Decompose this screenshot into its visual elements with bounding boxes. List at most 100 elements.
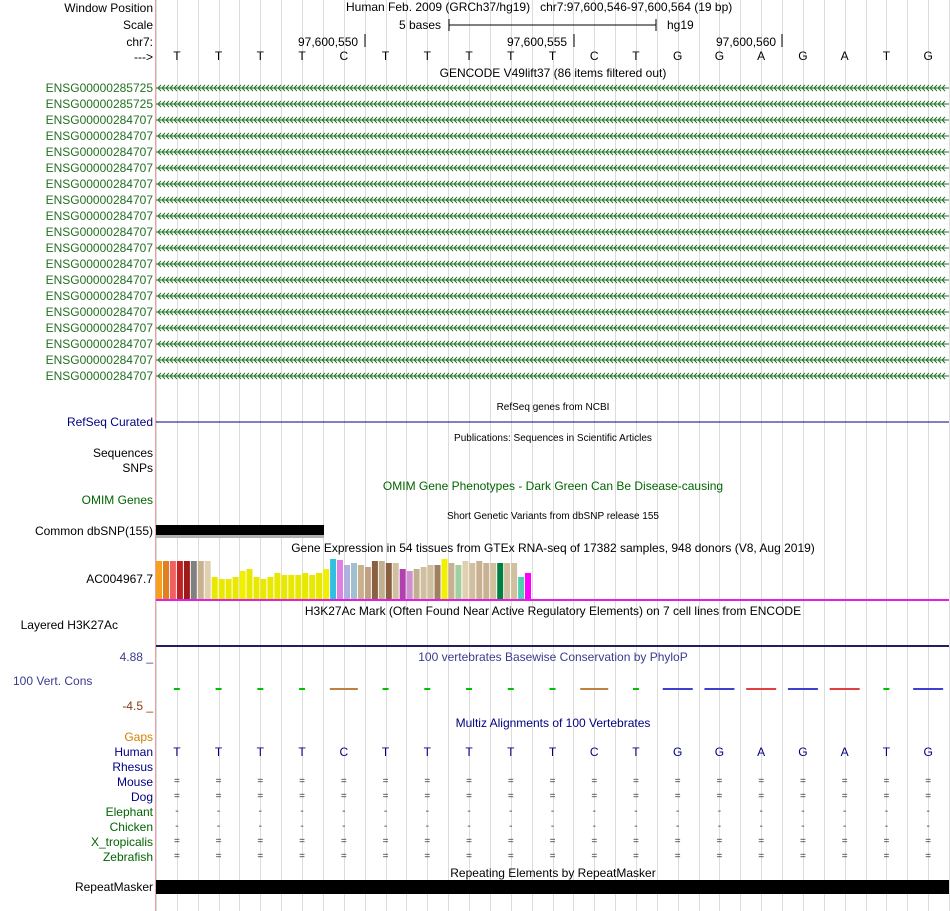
gencode-item-label[interactable]: ENSG00000284707 bbox=[45, 161, 153, 175]
gtex-tissue-bar bbox=[420, 567, 427, 599]
multiz-species-label[interactable]: Dog bbox=[130, 790, 153, 804]
conservation-score-mark bbox=[424, 688, 431, 690]
gtex-tissue-bar bbox=[364, 567, 371, 599]
multiz-gap-mark: - bbox=[926, 821, 930, 832]
multiz-match-mark: = bbox=[466, 836, 472, 847]
conservation-score-mark bbox=[704, 688, 735, 690]
multiz-match-mark: = bbox=[841, 851, 848, 862]
gtex-tissue-bar bbox=[225, 579, 232, 599]
publications-sequences-label[interactable]: Sequences bbox=[92, 446, 153, 460]
base-letter: T bbox=[381, 49, 390, 63]
gencode-item-label[interactable]: ENSG00000284707 bbox=[45, 241, 153, 255]
gencode-item-label[interactable]: ENSG00000284707 bbox=[45, 305, 153, 319]
multiz-match-mark: = bbox=[591, 851, 598, 862]
gencode-item-label[interactable]: ENSG00000284707 bbox=[45, 225, 153, 239]
multiz-match-mark: = bbox=[883, 851, 890, 862]
multiz-match-mark: = bbox=[758, 791, 765, 802]
gencode-item-label[interactable]: ENSG00000284707 bbox=[45, 369, 153, 383]
gencode-item-label[interactable]: ENSG00000284707 bbox=[45, 193, 153, 207]
gencode-item-label[interactable]: ENSG00000284707 bbox=[45, 289, 153, 303]
grid-line bbox=[344, 0, 345, 911]
gencode-strand-arrows bbox=[157, 260, 946, 268]
multiz-match-mark: = bbox=[299, 836, 305, 847]
gtex-tissue-bar bbox=[267, 577, 274, 599]
multiz-species-label[interactable]: Mouse bbox=[116, 775, 153, 789]
multiz-gap-mark: - bbox=[216, 806, 221, 817]
publications-snps-label[interactable]: SNPs bbox=[122, 461, 153, 475]
multiz-gap-mark: - bbox=[425, 821, 429, 832]
grid-line bbox=[636, 0, 637, 911]
gencode-item-label[interactable]: ENSG00000284707 bbox=[45, 145, 153, 159]
coord-tick-label: 97,600,555 bbox=[507, 35, 568, 49]
multiz-match-mark: = bbox=[591, 836, 598, 847]
multiz-gap-mark: - bbox=[550, 821, 555, 832]
position-readout: chr7:97,600,546-97,600,564 (19 bp) bbox=[540, 0, 733, 14]
multiz-match-mark: = bbox=[173, 791, 180, 802]
gencode-item-label[interactable]: ENSG00000284707 bbox=[45, 321, 153, 335]
multiz-human-base: G bbox=[714, 745, 725, 759]
gencode-item-label[interactable]: ENSG00000284707 bbox=[45, 273, 153, 287]
gencode-strand-arrows bbox=[157, 100, 946, 108]
h3k27ac-label[interactable]: Layered H3K27Ac bbox=[20, 618, 118, 632]
refseq-label[interactable]: RefSeq Curated bbox=[66, 415, 153, 429]
multiz-match-mark: = bbox=[716, 836, 723, 847]
multiz-gap-mark: - bbox=[759, 821, 763, 832]
gencode-strand-arrows bbox=[157, 372, 946, 380]
conservation-label[interactable]: 100 Vert. Cons bbox=[13, 674, 93, 688]
grid-line bbox=[845, 0, 846, 911]
dbsnp-variant-bar bbox=[156, 525, 324, 535]
multiz-species-label[interactable]: Rhesus bbox=[112, 760, 153, 774]
gencode-strand-arrows bbox=[157, 324, 946, 332]
multiz-human-base: T bbox=[882, 745, 891, 759]
gtex-tissue-bar bbox=[190, 561, 197, 599]
multiz-gap-mark: - bbox=[216, 821, 221, 832]
multiz-match-mark: = bbox=[549, 791, 556, 802]
gtex-tissue-bar bbox=[274, 573, 281, 599]
gencode-item-label[interactable]: ENSG00000284707 bbox=[45, 353, 153, 367]
base-letter: T bbox=[423, 49, 431, 63]
omim-label[interactable]: OMIM Genes bbox=[81, 493, 153, 507]
grid-line bbox=[427, 0, 428, 911]
gtex-tissue-bar bbox=[378, 561, 385, 599]
gtex-tissue-bar bbox=[183, 561, 190, 599]
base-letter: A bbox=[840, 49, 849, 63]
base-letter: C bbox=[339, 49, 349, 63]
gencode-item-label[interactable]: ENSG00000284707 bbox=[45, 257, 153, 271]
multiz-human-base: A bbox=[840, 745, 849, 759]
grid-line bbox=[678, 0, 679, 911]
chrom-label: chr7: bbox=[126, 35, 153, 49]
multiz-match-mark: = bbox=[257, 851, 264, 862]
conservation-score-mark bbox=[173, 688, 180, 690]
gencode-item-label[interactable]: ENSG00000284707 bbox=[45, 209, 153, 223]
multiz-gap-mark: - bbox=[383, 821, 388, 832]
base-letter: T bbox=[173, 49, 181, 63]
gtex-label[interactable]: AC004967.7 bbox=[86, 572, 153, 586]
multiz-match-mark: = bbox=[841, 776, 848, 787]
grid-line bbox=[490, 0, 491, 911]
multiz-species-label[interactable]: Zebrafish bbox=[102, 850, 153, 864]
multiz-match-mark: = bbox=[883, 836, 890, 847]
gencode-item-label[interactable]: ENSG00000284707 bbox=[45, 113, 153, 127]
multiz-human-base: G bbox=[798, 745, 808, 759]
gencode-item-label[interactable]: ENSG00000285725 bbox=[45, 81, 153, 95]
grid-line bbox=[177, 0, 178, 911]
dbsnp-label[interactable]: Common dbSNP(155) bbox=[34, 524, 153, 538]
gencode-item-label[interactable]: ENSG00000284707 bbox=[45, 177, 153, 191]
multiz-species-label[interactable]: X_tropicalis bbox=[90, 835, 153, 849]
gtex-tissue-bar bbox=[455, 565, 462, 599]
window-position-label: Window Position bbox=[64, 1, 153, 15]
multiz-human-base: T bbox=[465, 745, 473, 759]
multiz-species-label[interactable]: Elephant bbox=[105, 805, 153, 819]
multiz-species-label[interactable]: Human bbox=[114, 745, 153, 759]
gencode-item-label[interactable]: ENSG00000284707 bbox=[45, 129, 153, 143]
gencode-item-label[interactable]: ENSG00000285725 bbox=[45, 97, 153, 111]
multiz-match-mark: = bbox=[674, 791, 681, 802]
base-letter: T bbox=[465, 49, 473, 63]
gtex-tissue-bar bbox=[281, 575, 288, 599]
db-label: hg19 bbox=[667, 18, 694, 32]
repeatmasker-label[interactable]: RepeatMasker bbox=[74, 880, 153, 894]
gencode-item-label[interactable]: ENSG00000284707 bbox=[45, 337, 153, 351]
multiz-species-label[interactable]: Chicken bbox=[109, 820, 153, 834]
grid-line bbox=[323, 0, 324, 911]
